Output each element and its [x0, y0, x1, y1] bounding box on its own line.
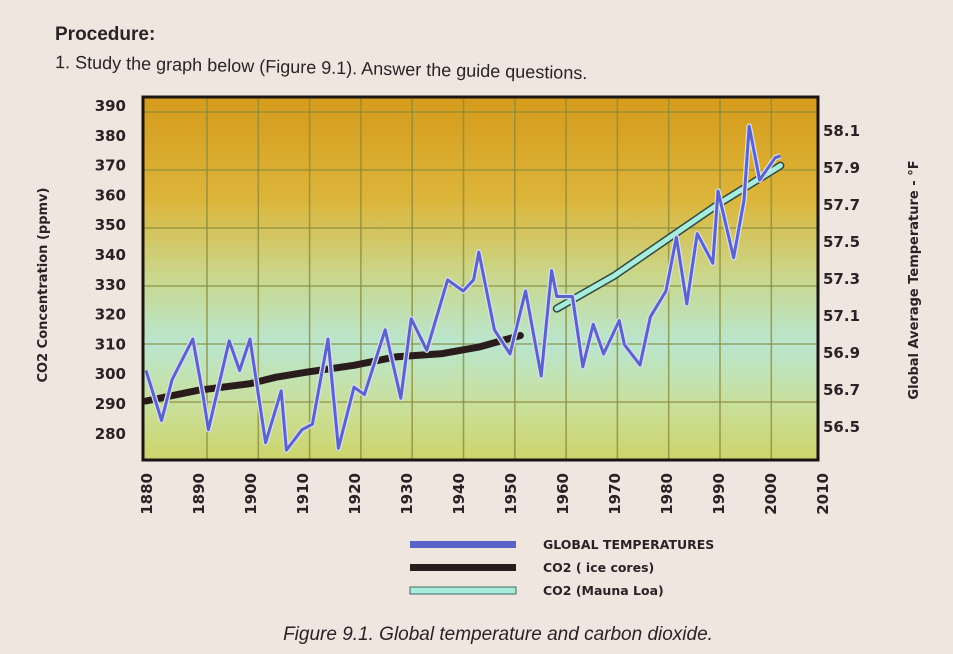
right-tick-labels: 58.1 57.9 57.7 57.5 57.3 57.1 56.9 56.7 56.5 — [823, 122, 860, 436]
series-line-global-temperatures — [144, 124, 781, 452]
x-tick-label: 1910 — [294, 473, 312, 515]
left-tick-label: 390 — [95, 97, 126, 115]
x-tick-label: 1950 — [502, 473, 520, 515]
left-tick-label: 280 — [95, 425, 126, 443]
right-tick-label: 56.5 — [823, 418, 860, 436]
x-tick-label: 1960 — [554, 473, 572, 515]
right-tick-label: 57.1 — [823, 307, 860, 325]
right-axis-label: Global Average Temperature - °F — [907, 160, 922, 399]
legend-item: GLOBAL TEMPERATURES — [410, 537, 714, 552]
right-tick-label: 57.3 — [823, 270, 860, 288]
right-tick-label: 56.9 — [823, 344, 860, 362]
left-axis-label: CO2 Concentration (ppmv) — [36, 188, 51, 383]
left-tick-label: 310 — [95, 335, 126, 353]
x-tick-label: 1900 — [242, 473, 260, 515]
left-tick-label: 290 — [95, 395, 126, 413]
x-tick-label: 1890 — [190, 473, 208, 515]
x-tick-label: 1990 — [710, 473, 728, 515]
left-tick-label: 370 — [95, 157, 126, 175]
legend-swatch — [409, 586, 517, 595]
legend: GLOBAL TEMPERATURES CO2 ( ice cores) CO2 (… — [409, 537, 714, 598]
left-tick-labels: 390 380 370 360 350 340 330 320 310 300 290 280 — [95, 97, 126, 443]
x-tick-labels: 1880 1890 1900 1910 1920 1930 1940 1950 1960 1970… — [138, 473, 832, 515]
x-tick-label: 1920 — [346, 473, 364, 515]
legend-label: CO2 (Mauna Loa) — [543, 583, 664, 598]
legend-swatch — [410, 541, 516, 548]
x-tick-label: 1930 — [398, 473, 416, 515]
figure-caption: Figure 9.1. Global temperature and carbo… — [283, 624, 713, 645]
series-lines — [142, 123, 785, 453]
x-tick-label: 1980 — [658, 473, 676, 515]
legend-label: GLOBAL TEMPERATURES — [543, 537, 714, 552]
plot-border — [141, 95, 820, 462]
right-tick-label: 57.9 — [823, 159, 860, 177]
right-tick-label: 57.5 — [823, 233, 860, 251]
x-tick-label: 1970 — [606, 473, 624, 515]
instruction-text: 1. Study the graph below (Figure 9.1). A… — [55, 52, 588, 83]
left-tick-label: 350 — [95, 216, 126, 234]
x-tick-label: 2010 — [814, 473, 832, 515]
x-tick-label: 1940 — [450, 473, 468, 515]
plot-area — [143, 97, 818, 460]
right-tick-label: 56.7 — [823, 381, 860, 399]
left-tick-label: 330 — [95, 276, 126, 294]
left-tick-label: 300 — [95, 365, 126, 383]
right-tick-label: 58.1 — [823, 122, 860, 140]
left-tick-label: 360 — [95, 186, 126, 204]
right-tick-label: 57.7 — [823, 196, 860, 214]
legend-item: CO2 ( ice cores) — [410, 560, 654, 575]
x-tick-label: 2000 — [762, 473, 780, 515]
procedure-heading: Procedure: — [55, 24, 155, 45]
left-tick-label: 340 — [95, 246, 126, 264]
x-tick-label: 1880 — [138, 473, 156, 515]
chart: 1880 1890 1900 1910 1920 1930 1940 1950 1960 1970… — [36, 95, 922, 515]
legend-swatch — [410, 564, 516, 571]
left-tick-label: 320 — [95, 306, 126, 324]
left-tick-label: 380 — [95, 127, 126, 145]
legend-label: CO2 ( ice cores) — [543, 560, 654, 575]
legend-item: CO2 (Mauna Loa) — [409, 583, 664, 598]
